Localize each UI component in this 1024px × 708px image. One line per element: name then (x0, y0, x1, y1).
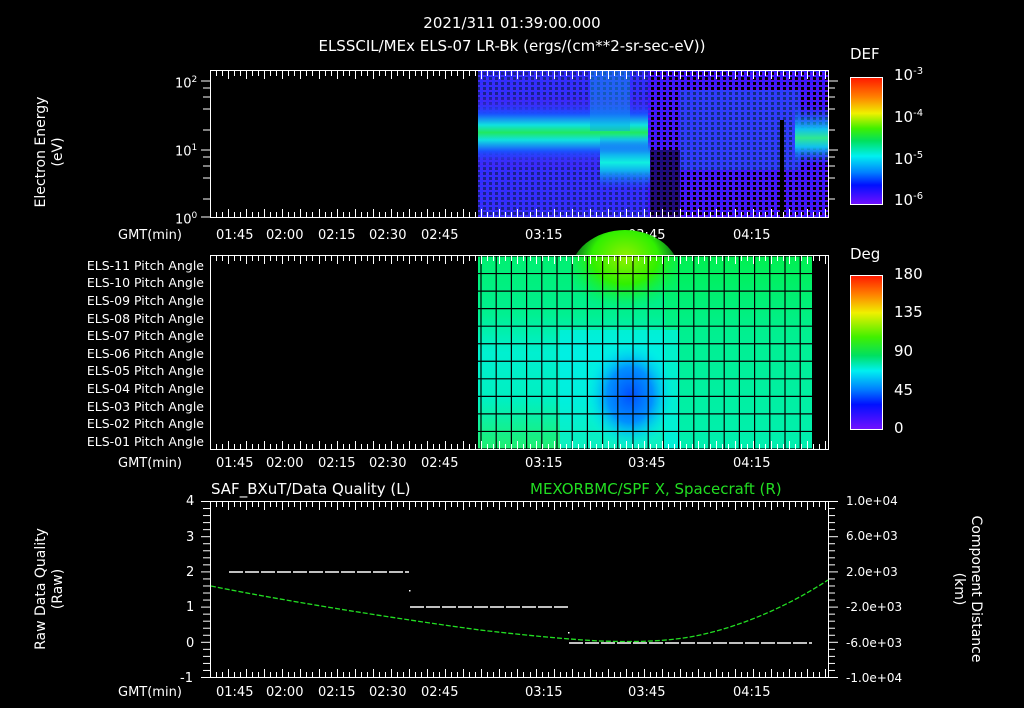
pitch-angle-row-label: ELS-06 Pitch Angle (86, 346, 204, 361)
deg-colorbar-tick: 180 (894, 265, 923, 283)
quality-ytick: 3 (186, 530, 195, 545)
pitch-angle-row-label: ELS-09 Pitch Angle (86, 293, 204, 308)
deg-colorbar-tick: 0 (894, 419, 904, 437)
def-colorbar-title: DEF (850, 45, 880, 63)
time-tick: 04:15 (733, 228, 771, 243)
pitch-angle-row-label: ELS-04 Pitch Angle (86, 381, 204, 396)
pitch-angle-row-label: ELS-02 Pitch Angle (86, 416, 204, 431)
time-tick: 01:45 (216, 228, 254, 243)
energy-ytick-100: 102 (175, 75, 198, 92)
def-colorbar-tick-1e-3: 10-3 (894, 66, 924, 84)
time-tick: 02:15 (318, 685, 356, 700)
data-quality-yaxis-ticks (201, 501, 838, 678)
data-quality-title: SAF_BXuT/Data Quality (L) (211, 480, 411, 498)
pitch-angle-row-label: ELS-07 Pitch Angle (86, 328, 204, 343)
pitch-angle-row-label: ELS-03 Pitch Angle (86, 399, 204, 414)
pitch-angle-row-label: ELS-10 Pitch Angle (86, 275, 204, 290)
deg-colorbar-tick: 135 (894, 303, 923, 321)
plot-subtitle: ELSSCIL/MEx ELS-07 LR-Bk (ergs/(cm**2-sr… (318, 37, 706, 55)
pitch-angle-row-label: ELS-11 Pitch Angle (86, 258, 204, 273)
time-tick: 02:30 (369, 456, 407, 471)
def-colorbar (850, 77, 883, 205)
time-tick: 02:15 (318, 456, 356, 471)
time-tick: 01:45 (216, 456, 254, 471)
quality-ytick: 0 (186, 636, 195, 651)
distance-ytick: -2.0e+03 (846, 600, 903, 614)
data-quality-series (229, 571, 812, 644)
time-axis-label: GMT(min) (118, 456, 182, 471)
pitch-angle-row-label: ELS-05 Pitch Angle (86, 363, 204, 378)
plot-timestamp: 2021/311 01:39:00.000 (423, 14, 601, 32)
deg-colorbar-tick: 45 (894, 381, 914, 399)
energy-xaxis-ticks (210, 71, 826, 217)
pitch-angle-row-label: ELS-01 Pitch Angle (86, 434, 204, 449)
energy-ytick-10: 101 (175, 143, 198, 160)
pitch-angle-row-label: ELS-08 Pitch Angle (86, 311, 204, 326)
distance-ytick: -1.0e+04 (846, 671, 903, 685)
energy-yaxis-ticks (201, 80, 838, 218)
time-tick: 04:15 (733, 456, 771, 471)
time-tick: 03:45 (628, 685, 666, 700)
time-tick: 03:15 (525, 685, 563, 700)
time-tick: 02:45 (421, 685, 459, 700)
energy-ytick-1: 100 (175, 211, 198, 228)
def-colorbar-tick-1e-6: 10-6 (894, 191, 924, 209)
time-tick: 04:15 (733, 685, 771, 700)
quality-ytick: 1 (186, 600, 195, 615)
time-tick: 01:45 (216, 685, 254, 700)
deg-colorbar-tick: 90 (894, 342, 914, 360)
time-tick: 03:15 (525, 456, 563, 471)
quality-ytick: 2 (186, 565, 195, 580)
distance-ytick: 2.0e+03 (846, 565, 898, 579)
time-tick: 02:30 (369, 685, 407, 700)
def-colorbar-tick-1e-4: 10-4 (894, 108, 924, 126)
time-tick: 02:15 (318, 228, 356, 243)
spf-x-title: MEXORBMC/SPF X, Spacecraft (R) (530, 480, 782, 498)
time-tick: 03:15 (525, 228, 563, 243)
time-tick: 02:30 (369, 228, 407, 243)
time-axis-label: GMT(min) (118, 685, 182, 700)
time-tick: 02:00 (266, 228, 304, 243)
data-quality-xaxis-ticks (210, 502, 826, 677)
def-colorbar-tick-1e-5: 10-5 (894, 150, 924, 168)
time-tick: 02:00 (266, 685, 304, 700)
distance-ytick: 6.0e+03 (846, 529, 898, 543)
quality-ytick: 4 (186, 494, 195, 509)
time-axis-label: GMT(min) (118, 228, 182, 243)
distance-ytick: 1.0e+04 (846, 494, 898, 508)
distance-ytick: -6.0e+03 (846, 636, 903, 650)
time-tick: 02:45 (421, 456, 459, 471)
time-tick: 02:45 (421, 228, 459, 243)
time-tick: 03:45 (628, 456, 666, 471)
quality-ytick: -1 (180, 671, 193, 686)
deg-colorbar (850, 275, 883, 430)
spf-x-series (210, 579, 829, 643)
pitch-angle-xaxis-ticks (210, 256, 826, 449)
deg-colorbar-title: Deg (850, 245, 881, 263)
time-tick: 02:00 (266, 456, 304, 471)
